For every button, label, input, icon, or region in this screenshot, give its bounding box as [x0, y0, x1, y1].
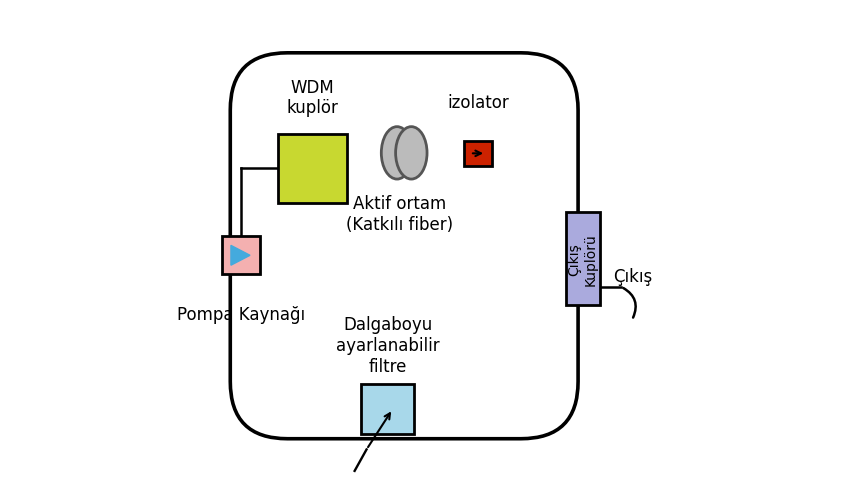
- Text: izolator: izolator: [447, 94, 509, 112]
- Text: Çıkış
Kuplörü: Çıkış Kuplörü: [568, 234, 598, 286]
- Text: Dalgaboyu
ayarlanabilir
filtre: Dalgaboyu ayarlanabilir filtre: [336, 316, 439, 375]
- FancyBboxPatch shape: [566, 213, 599, 305]
- FancyBboxPatch shape: [464, 141, 492, 166]
- Polygon shape: [231, 245, 250, 265]
- Text: Pompa Kaynağı: Pompa Kaynağı: [177, 306, 306, 324]
- FancyBboxPatch shape: [223, 236, 260, 274]
- Ellipse shape: [395, 127, 427, 179]
- Text: Çıkış: Çıkış: [613, 268, 652, 286]
- Text: Aktif ortam
(Katkılı fiber): Aktif ortam (Katkılı fiber): [346, 195, 453, 234]
- Ellipse shape: [381, 127, 413, 179]
- FancyBboxPatch shape: [278, 134, 347, 203]
- FancyBboxPatch shape: [361, 384, 413, 434]
- Text: WDM
kuplör: WDM kuplör: [287, 79, 339, 118]
